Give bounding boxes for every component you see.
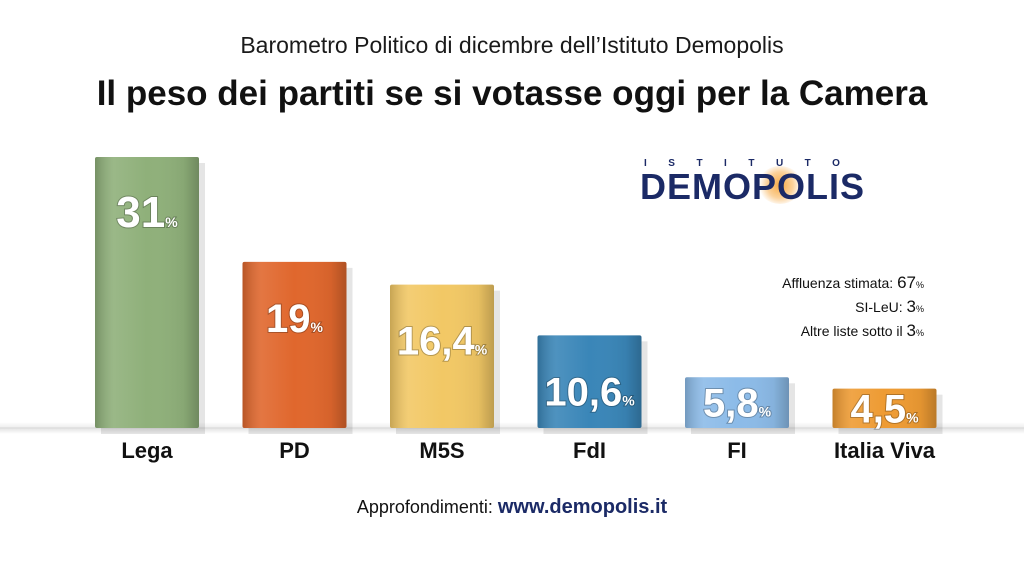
note-others: Altre liste sotto il 3% xyxy=(782,320,924,344)
category-label-italia-viva: Italia Viva xyxy=(834,438,936,463)
bar-gloss-italia-viva xyxy=(832,388,937,428)
value-number-lega: 31 xyxy=(116,188,165,237)
note-sileu-unit: % xyxy=(915,304,924,314)
bar-gloss-fdi xyxy=(537,335,642,428)
value-number-m5s: 16,4 xyxy=(397,320,476,364)
category-label-m5s: M5S xyxy=(419,438,464,463)
note-sileu-value: 3 xyxy=(906,297,916,316)
category-label-fi: FI xyxy=(727,438,747,463)
note-turnout: Affluenza stimata: 67% xyxy=(782,272,924,296)
value-label-italia-viva: 4,5% xyxy=(850,387,919,431)
value-unit-lega: % xyxy=(165,214,178,230)
value-label-fi: 5,8% xyxy=(703,382,772,426)
bar-gloss-m5s xyxy=(390,284,494,428)
footer-link[interactable]: www.demopolis.it xyxy=(497,496,668,518)
value-number-fdi: 10,6 xyxy=(544,370,622,414)
value-unit-m5s: % xyxy=(475,342,488,358)
logo-main-text: DEMOPOLIS xyxy=(640,166,866,207)
value-number-pd: 19 xyxy=(266,297,311,341)
bar-gloss-fi xyxy=(685,377,789,428)
footer: Approfondimenti: www.demopolis.it xyxy=(0,496,1024,519)
logo-top-text: ISTITUTO xyxy=(644,158,862,169)
value-label-m5s: 16,4% xyxy=(397,320,488,364)
value-unit-pd: % xyxy=(311,319,324,335)
category-label-pd: PD xyxy=(279,438,310,463)
note-sileu: SI-LeU: 3% xyxy=(782,296,924,320)
note-turnout-value: 67 xyxy=(897,273,916,292)
value-unit-italia-viva: % xyxy=(906,409,919,425)
value-label-pd: 19% xyxy=(266,297,324,341)
value-unit-fi: % xyxy=(759,404,772,420)
bar-gloss-lega xyxy=(95,157,199,428)
footer-label: Approfondimenti: xyxy=(356,497,498,517)
logo-glow-icon xyxy=(758,166,802,204)
category-label-fdi: FdI xyxy=(573,438,606,463)
demopolis-logo: ISTITUTO DEMOPOLIS xyxy=(640,152,905,207)
note-others-value: 3 xyxy=(906,321,916,340)
value-number-italia-viva: 4,5 xyxy=(850,387,906,431)
bar-gloss-pd xyxy=(242,261,347,428)
note-others-label: Altre liste sotto il xyxy=(800,323,907,339)
note-others-unit: % xyxy=(915,328,924,338)
notes-box: Affluenza stimata: 67% SI-LeU: 3% Altre … xyxy=(782,272,924,344)
value-number-fi: 5,8 xyxy=(703,382,759,426)
value-label-lega: 31% xyxy=(116,188,178,237)
value-label-fdi: 10,6% xyxy=(544,370,635,414)
note-turnout-label: Affluenza stimata: xyxy=(782,275,898,291)
chart-title: Il peso dei partiti se si votasse oggi p… xyxy=(96,74,928,113)
note-sileu-label: SI-LeU: xyxy=(855,299,907,315)
category-label-lega: Lega xyxy=(121,438,173,463)
value-unit-fdi: % xyxy=(622,392,635,408)
note-turnout-unit: % xyxy=(915,280,924,290)
chart-subtitle: Barometro Politico di dicembre dell’Isti… xyxy=(240,32,784,58)
